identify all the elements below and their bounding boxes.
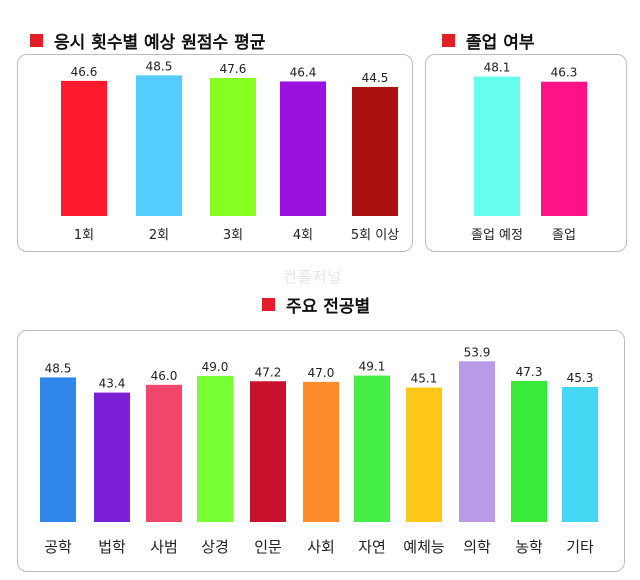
graduation-value-label-2: 46.3 [551,66,578,80]
watermark: 컨플저널 [283,268,343,286]
majors-value-label-11: 45.3 [567,371,594,385]
majors-category-label-11: 기타 [566,538,594,556]
majors-value-label-6: 47.0 [308,366,335,380]
attempts-bar-2 [136,75,182,216]
attempts-value-label-3: 47.6 [220,62,247,76]
graduation-panel [425,54,627,252]
attempts-value-label-2: 48.5 [146,59,173,73]
majors-value-label-2: 43.4 [99,377,126,391]
majors-bar-9 [459,361,495,522]
attempts-bar-1 [61,80,107,216]
graduation-value-label-1: 48.1 [484,61,511,75]
majors-bar-7 [354,375,390,522]
attempts-bar-3 [210,77,256,217]
majors-bar-11 [562,386,598,522]
majors-category-label-7: 자연 [358,538,386,556]
majors-value-label-4: 49.0 [202,360,229,374]
majors-bar-6 [303,381,339,522]
majors-category-label-1: 공학 [44,538,72,556]
majors-category-label-3: 사범 [150,538,178,556]
majors-bar-1 [40,377,76,522]
graduation-category-label-2: 졸업 [552,228,576,243]
graduation-chart-title: 졸업 여부 [442,28,534,53]
majors-bar-10 [511,380,547,522]
attempts-category-label-4: 4회 [293,228,313,243]
majors-bar-4 [197,375,233,522]
attempts-category-label-1: 1회 [74,228,94,243]
title-marker-icon [262,298,275,311]
majors-category-label-2: 법학 [98,538,126,556]
majors-value-label-8: 45.1 [411,372,438,386]
majors-value-label-1: 48.5 [45,361,72,375]
majors-category-label-9: 의학 [463,538,491,556]
majors-value-label-10: 47.3 [516,365,543,379]
graduation-category-label-1: 졸업 예정 [471,228,523,243]
majors-chart-title: 주요 전공별 [262,292,370,317]
attempts-category-label-3: 3회 [223,228,243,243]
title-marker-icon [442,34,455,47]
graduation-title-text: 졸업 여부 [466,33,535,53]
attempts-value-label-5: 44.5 [362,71,389,85]
attempts-category-label-2: 2회 [149,228,169,243]
majors-value-label-9: 53.9 [464,345,491,359]
majors-bar-8 [406,387,442,522]
majors-bar-5 [250,381,286,522]
graduation-bar-1 [474,76,520,216]
majors-category-label-6: 사회 [307,538,335,556]
graduation-bar-2 [541,81,587,216]
attempts-title-text: 응시 횟수별 예상 원점수 평균 [54,33,266,53]
majors-category-label-5: 인문 [254,538,282,556]
attempts-value-label-1: 46.6 [71,65,98,79]
attempts-chart-title: 응시 횟수별 예상 원점수 평균 [30,28,265,53]
title-marker-icon [30,34,43,47]
majors-value-label-5: 47.2 [255,365,282,379]
majors-title-text: 주요 전공별 [286,297,371,317]
attempts-bar-4 [280,81,326,216]
majors-category-label-8: 예체능 [403,538,445,556]
attempts-value-label-4: 46.4 [290,65,317,79]
attempts-bar-5 [352,86,398,216]
majors-value-label-7: 49.1 [359,360,386,374]
majors-category-label-10: 농학 [515,538,543,556]
majors-bar-3 [146,384,182,522]
majors-bar-2 [94,392,130,522]
majors-category-label-4: 상경 [201,538,229,556]
attempts-category-label-5: 5회 이상 [351,228,399,243]
majors-value-label-3: 46.0 [151,369,178,383]
